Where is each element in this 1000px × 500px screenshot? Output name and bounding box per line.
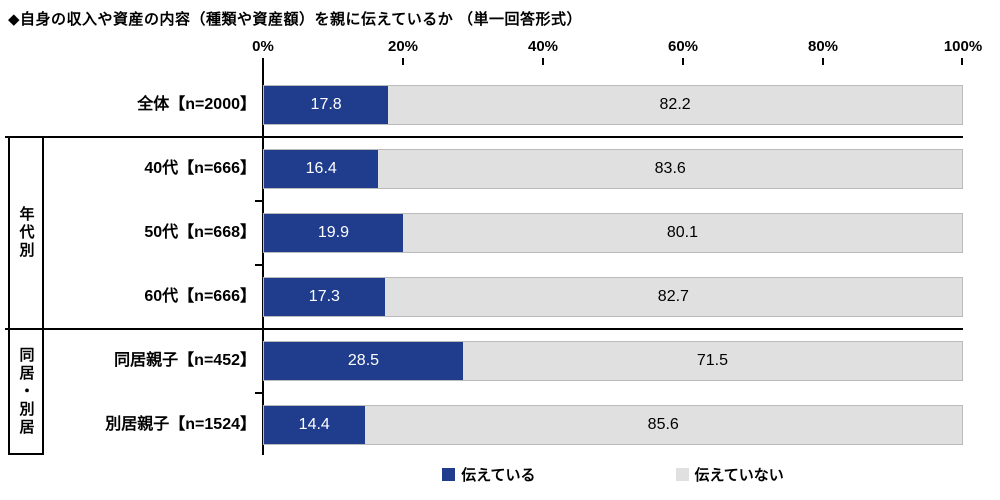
group-box-age: 年代別 bbox=[8, 136, 44, 330]
bar-value-no: 82.7 bbox=[657, 288, 689, 305]
bar-segment-no: 82.7 bbox=[384, 278, 962, 316]
bar-segment-yes: 14.4 bbox=[264, 406, 365, 444]
legend-swatch-no bbox=[675, 468, 689, 481]
x-tick-100: 100% bbox=[943, 38, 983, 55]
row-label: 同居親子【n=452】 bbox=[114, 352, 256, 369]
legend-label-yes: 伝えている bbox=[461, 467, 536, 484]
group-box-living: 同居・別居 bbox=[8, 328, 44, 455]
axis-tick-mark bbox=[822, 58, 824, 65]
axis-tick-mark bbox=[262, 58, 264, 65]
bar-value-yes: 28.5 bbox=[347, 352, 380, 369]
bar-row: 同居親子【n=452】 28.5 71.5 bbox=[0, 341, 963, 381]
bar-track: 28.5 71.5 bbox=[263, 341, 963, 381]
bar-segment-no: 71.5 bbox=[462, 342, 962, 380]
bar-value-yes: 17.8 bbox=[310, 96, 342, 113]
group-label-age: 年代別 bbox=[17, 206, 35, 260]
bar-track: 19.9 80.1 bbox=[263, 213, 963, 253]
axis-tick-mark bbox=[961, 58, 963, 65]
legend-label-no: 伝えていない bbox=[694, 467, 784, 484]
bar-row: 別居親子【n=1524】 14.4 85.6 bbox=[0, 405, 963, 445]
bar-segment-no: 83.6 bbox=[378, 150, 962, 188]
row-label: 別居親子【n=1524】 bbox=[105, 416, 256, 433]
bar-track: 16.4 83.6 bbox=[263, 149, 963, 189]
bar-segment-yes: 17.8 bbox=[264, 86, 389, 124]
axis-tick-mark bbox=[682, 58, 684, 65]
bar-track: 17.8 82.2 bbox=[263, 85, 963, 125]
group-separator-line bbox=[5, 328, 963, 330]
category-tick-mark bbox=[255, 264, 263, 266]
x-tick-40: 40% bbox=[527, 38, 559, 55]
axis-tick-mark bbox=[542, 58, 544, 65]
row-label: 60代【n=666】 bbox=[144, 288, 256, 305]
category-tick-mark bbox=[255, 392, 263, 394]
chart-title: ◆自身の収入や資産の内容（種類や資産額）を親に伝えているか （単一回答形式） bbox=[8, 11, 582, 28]
legend: 伝えている 伝えていない bbox=[263, 464, 963, 485]
bar-row: 50代【n=668】 19.9 80.1 bbox=[0, 213, 963, 253]
bar-segment-yes: 28.5 bbox=[264, 342, 463, 380]
bar-value-yes: 19.9 bbox=[317, 224, 350, 241]
bar-track: 17.3 82.7 bbox=[263, 277, 963, 317]
bar-value-no: 80.1 bbox=[666, 224, 698, 241]
axis-tick-mark bbox=[402, 58, 404, 65]
group-separator-line bbox=[5, 136, 963, 138]
bar-value-yes: 16.4 bbox=[305, 160, 337, 177]
row-label: 50代【n=668】 bbox=[144, 224, 256, 241]
legend-item-no: 伝えていない bbox=[675, 464, 784, 485]
bar-segment-yes: 16.4 bbox=[264, 150, 379, 188]
bar-value-no: 85.6 bbox=[647, 416, 679, 433]
bar-row: 40代【n=666】 16.4 83.6 bbox=[0, 149, 963, 189]
legend-item-yes: 伝えている bbox=[442, 464, 536, 485]
x-tick-20: 20% bbox=[387, 38, 419, 55]
bar-value-yes: 14.4 bbox=[298, 416, 330, 433]
x-tick-80: 80% bbox=[807, 38, 839, 55]
x-tick-60: 60% bbox=[667, 38, 699, 55]
category-tick-mark bbox=[255, 200, 263, 202]
bar-value-yes: 17.3 bbox=[308, 288, 340, 305]
x-tick-0: 0% bbox=[252, 38, 274, 55]
bar-segment-no: 85.6 bbox=[364, 406, 962, 444]
bar-row: 全体【n=2000】 17.8 82.2 bbox=[0, 85, 963, 125]
y-axis-line bbox=[262, 64, 264, 455]
bar-value-no: 82.2 bbox=[659, 96, 691, 113]
bar-track: 14.4 85.6 bbox=[263, 405, 963, 445]
row-label: 全体【n=2000】 bbox=[137, 96, 256, 113]
legend-swatch-yes bbox=[442, 468, 456, 481]
bar-value-no: 71.5 bbox=[696, 352, 729, 369]
bar-segment-no: 82.2 bbox=[388, 86, 962, 124]
bar-segment-yes: 17.3 bbox=[264, 278, 385, 316]
row-label: 40代【n=666】 bbox=[144, 160, 256, 177]
bar-segment-no: 80.1 bbox=[402, 214, 962, 252]
group-label-living: 同居・別居 bbox=[17, 346, 35, 437]
bar-row: 60代【n=666】 17.3 82.7 bbox=[0, 277, 963, 317]
bar-value-no: 83.6 bbox=[654, 160, 686, 177]
bar-segment-yes: 19.9 bbox=[264, 214, 403, 252]
